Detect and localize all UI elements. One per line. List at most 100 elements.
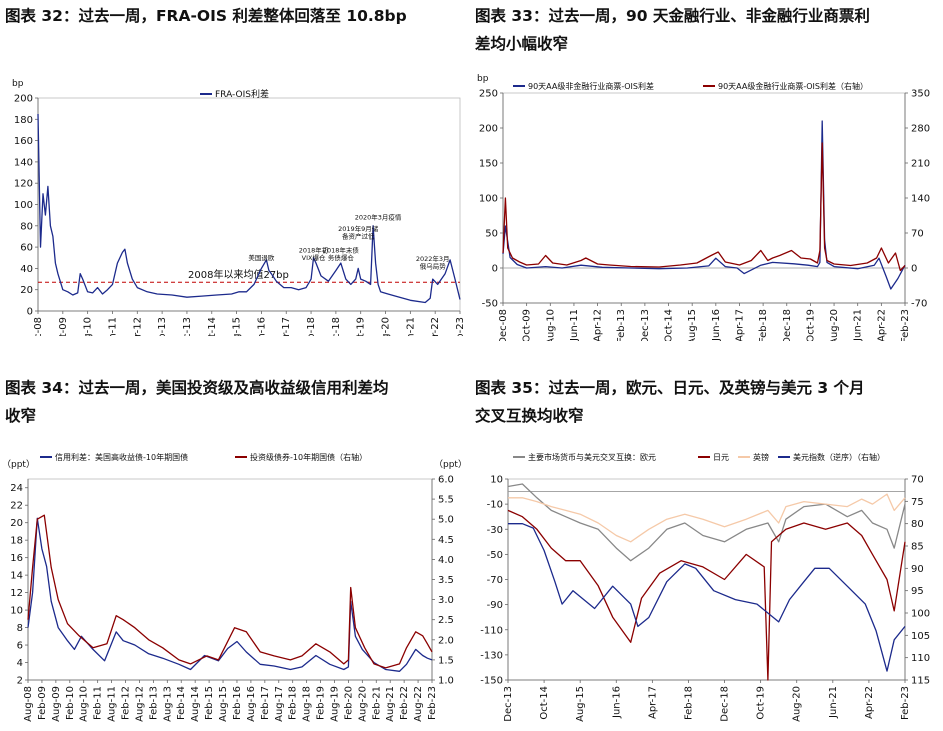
x-tick-label: Aug-10	[79, 686, 90, 722]
x-tick-label: Feb-18	[288, 686, 299, 720]
x-tick-label: Dec-08	[498, 309, 509, 341]
panel-title-34-line2: 收窄	[5, 407, 37, 425]
y-tick-label: -30	[487, 525, 503, 536]
y-tick-label: 16	[10, 553, 23, 564]
series-line-0	[37, 113, 461, 304]
basis-swap-chart: -150 -130 -110 -90 -70 -50 -30 -10 10 70 75 80 85 90 9…	[480, 452, 930, 722]
x-tick-label: Oct-14	[207, 317, 218, 336]
x-tick-label: Aug-14	[190, 686, 201, 722]
x-tick-label: Feb-23	[900, 309, 911, 341]
x-tick-label: Feb-09	[37, 686, 48, 720]
x-tick-label: Feb-21	[371, 686, 382, 720]
x-tick-label: Feb-23	[455, 317, 466, 336]
annotation-label: 2018年末债	[323, 245, 360, 254]
x-tick-label: Dec-13	[182, 317, 193, 336]
y-tick-label: 250	[479, 89, 498, 100]
series-line-1	[507, 509, 906, 681]
x-tick-label: Feb-15	[204, 686, 215, 720]
y-tick-label: -10	[487, 500, 503, 511]
y-tick-label: 200	[14, 94, 33, 105]
y-tick-label: 12	[10, 588, 23, 599]
x-tick-label: Aug-22	[413, 686, 424, 722]
annotation-label: 2022年3月	[416, 254, 450, 263]
x-tick-label: Feb-12	[121, 686, 132, 720]
x-tick-label: Apr-17	[281, 317, 292, 336]
annotation-label: 2019年9月储	[338, 224, 379, 233]
y2-tick-label: 75	[911, 497, 924, 508]
legend-label-1: 90天AA级金融行业商票-OIS利差（右轴）	[718, 81, 868, 91]
y-tick-label: 180	[14, 115, 33, 126]
y2-tick-label: 1.5	[438, 655, 454, 666]
x-tick-label: Feb-13	[148, 686, 159, 720]
x-tick-label: Feb-18	[306, 317, 317, 336]
plot-frame	[507, 478, 906, 681]
y2-tick-label: 1.0	[438, 676, 454, 687]
y2-tick-label: 2.5	[438, 615, 454, 626]
legend-label-2: 英镑	[753, 452, 769, 462]
x-tick-label: Aug-18	[302, 686, 313, 722]
x-tick-label: Dec-13	[640, 309, 651, 341]
x-tick-label: Aug-17	[274, 686, 285, 722]
y-tick-label: -90	[487, 600, 503, 611]
y-tick-label: 6	[17, 641, 23, 652]
x-tick-label: Aug-20	[357, 686, 368, 722]
y-tick-label: -50	[487, 550, 503, 561]
y-tick-label: 50	[485, 229, 498, 240]
y2-tick-label: 85	[911, 542, 924, 553]
y2-tick-label: 95	[911, 586, 924, 597]
x-tick-label: Dec-08	[33, 317, 44, 336]
y-tick-label: 20	[20, 285, 33, 296]
x-tick-label: Aug-12	[134, 686, 145, 722]
x-tick-label: Oct-14	[539, 686, 550, 720]
y-tick-label: 150	[479, 159, 498, 170]
x-tick-label: Feb-22	[399, 686, 410, 720]
annotation-label: 务债爆仓	[328, 253, 355, 262]
x-tick-label: Jun-21	[405, 317, 416, 336]
y-tick-label: -110	[480, 625, 503, 636]
x-tick-label: Feb-13	[157, 317, 168, 336]
x-tick-label: Aug-13	[162, 686, 173, 722]
series-line-1	[502, 142, 906, 272]
y2-tick-label: 100	[911, 609, 930, 620]
x-tick-label: Aug-20	[792, 686, 803, 722]
x-tick-label: Jun-11	[569, 309, 580, 341]
y-tick-label: 2	[17, 676, 23, 687]
legend-label-1: 投资级债券-10年期国债（右轴）	[250, 452, 367, 462]
cp-ois-chart: -50 0 50 100 150 200 250 bp -70 0 70 140 210 280 350 De…	[477, 74, 930, 341]
x-tick-label: Dec-18	[720, 686, 731, 722]
x-tick-label: Jun-16	[256, 317, 267, 336]
series-line-1	[27, 514, 433, 669]
y2-tick-label: 110	[911, 653, 930, 664]
x-tick-label: Dec-18	[331, 317, 342, 336]
y2-tick-label: 3.5	[438, 575, 454, 586]
x-tick-label: Feb-23	[900, 686, 911, 720]
x-tick-label: Apr-17	[647, 686, 658, 719]
legend-label-0: 主要市场货币与美元交叉互换：欧元	[528, 452, 656, 462]
x-tick-label: Aug-15	[218, 686, 229, 722]
x-tick-label: Aug-09	[51, 686, 62, 722]
fra-ois-chart: 0 20 40 60 80 100 120 140 160 180 200 bp Dec-08 Oct-0…	[12, 79, 466, 336]
y2-tick-label: 70	[911, 475, 924, 486]
y2-tick-label: 70	[911, 229, 924, 240]
x-tick-label: Oct-19	[805, 309, 816, 341]
legend-label-1: 日元	[713, 453, 729, 462]
y-tick-label: 10	[490, 475, 503, 486]
x-tick-label: Feb-18	[758, 309, 769, 341]
x-tick-label: Oct-19	[756, 686, 767, 720]
y2-tick-label: 105	[911, 631, 930, 642]
x-tick-label: Feb-11	[93, 686, 104, 720]
y-tick-label: 4	[17, 658, 23, 669]
x-tick-label: Aug-20	[829, 309, 840, 341]
x-tick-label: Aug-15	[687, 309, 698, 341]
x-tick-label: Dec-13	[503, 686, 514, 722]
x-tick-label: Feb-13	[616, 309, 627, 341]
x-tick-label: Jun-21	[828, 686, 839, 719]
x-tick-label: Feb-10	[65, 686, 76, 720]
plot-frame	[502, 92, 906, 304]
y2-tick-label: 80	[911, 519, 924, 530]
series-line-2	[508, 493, 906, 543]
y-tick-label: 200	[479, 124, 498, 135]
panel-title-35-line1: 图表 35：过去一周，欧元、日元、及英镑与美元 3 个月	[475, 379, 865, 397]
x-tick-label: Jun-16	[711, 309, 722, 341]
y-tick-label: 80	[20, 221, 33, 232]
